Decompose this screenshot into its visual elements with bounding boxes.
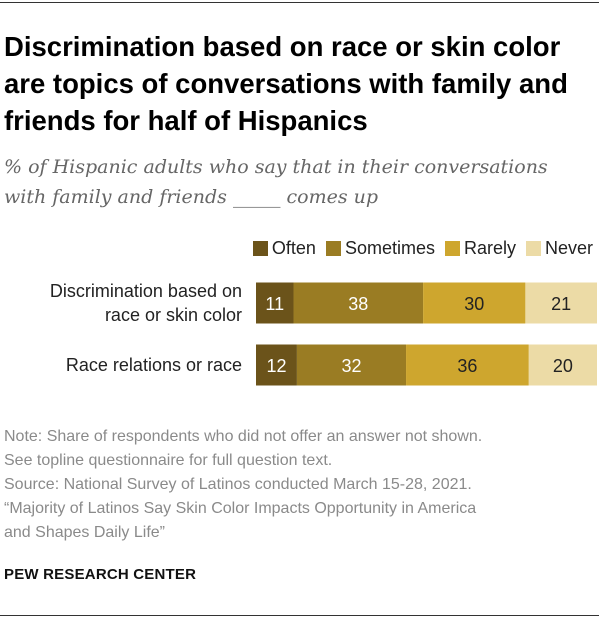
legend-label: Rarely — [463, 237, 516, 258]
chart-legend: Often Sometimes Rarely Never — [252, 236, 593, 260]
bottom-rule — [0, 615, 599, 616]
source-credit: PEW RESEARCH CENTER — [4, 566, 197, 583]
bar-segment-often — [256, 282, 294, 324]
legend-item-often: Often — [252, 237, 316, 259]
note-line: “Majority of Latinos Say Skin Color Impa… — [4, 500, 477, 517]
legend-item-never: Never — [525, 237, 593, 259]
subtitle-line: with family and friends _____ comes up — [4, 186, 379, 208]
subtitle-line: % of Hispanic adults who say that in the… — [4, 156, 548, 178]
bar-segment-sometimes — [296, 344, 407, 386]
legend-swatch — [525, 240, 541, 256]
legend-swatch — [252, 240, 268, 256]
category-label: Discrimination based on race or skin colo… — [50, 281, 242, 325]
category-label: Race relations or race — [66, 355, 242, 375]
bar-segment-never — [528, 344, 597, 386]
category-label-line: Race relations or race — [66, 355, 242, 375]
top-rule — [0, 2, 599, 3]
legend-item-sometimes: Sometimes — [325, 237, 435, 259]
data-label: 32 — [341, 356, 361, 376]
legend-swatch — [444, 240, 460, 256]
chart-title: Discrimination based on race or skin col… — [4, 31, 568, 136]
legend-label: Never — [544, 237, 593, 258]
bar-segment-rarely — [406, 344, 529, 386]
legend-swatch — [325, 240, 341, 256]
chart-notes: Note: Share of respondents who did not o… — [4, 425, 594, 545]
data-label: 11 — [265, 294, 284, 314]
bar-segment-never — [525, 282, 597, 324]
legend-label: Sometimes — [344, 237, 435, 258]
data-label: 30 — [464, 294, 484, 314]
bar-segment-often — [256, 344, 297, 386]
note-line: See topline questionnaire for full quest… — [4, 452, 333, 469]
legend-item-rarely: Rarely — [444, 237, 516, 259]
category-label-line: race or skin color — [105, 305, 242, 325]
data-label: 38 — [348, 294, 368, 314]
legend-label: Often — [271, 237, 316, 258]
data-label: 20 — [553, 356, 573, 376]
note-line: and Shapes Daily Life” — [4, 524, 165, 541]
data-label: 21 — [551, 294, 571, 314]
bar-segment-sometimes — [293, 282, 424, 324]
chart-subtitle: % of Hispanic adults who say that in the… — [4, 152, 594, 212]
bar-segment-rarely — [423, 282, 526, 324]
category-label-line: Discrimination based on — [50, 281, 242, 301]
data-label: 12 — [266, 356, 286, 376]
note-line: Source: National Survey of Latinos condu… — [4, 476, 472, 493]
stacked-bar-chart: Discrimination based on race or skin colo… — [50, 281, 597, 386]
note-line: Note: Share of respondents who did not o… — [4, 428, 483, 445]
data-label: 36 — [457, 356, 477, 376]
